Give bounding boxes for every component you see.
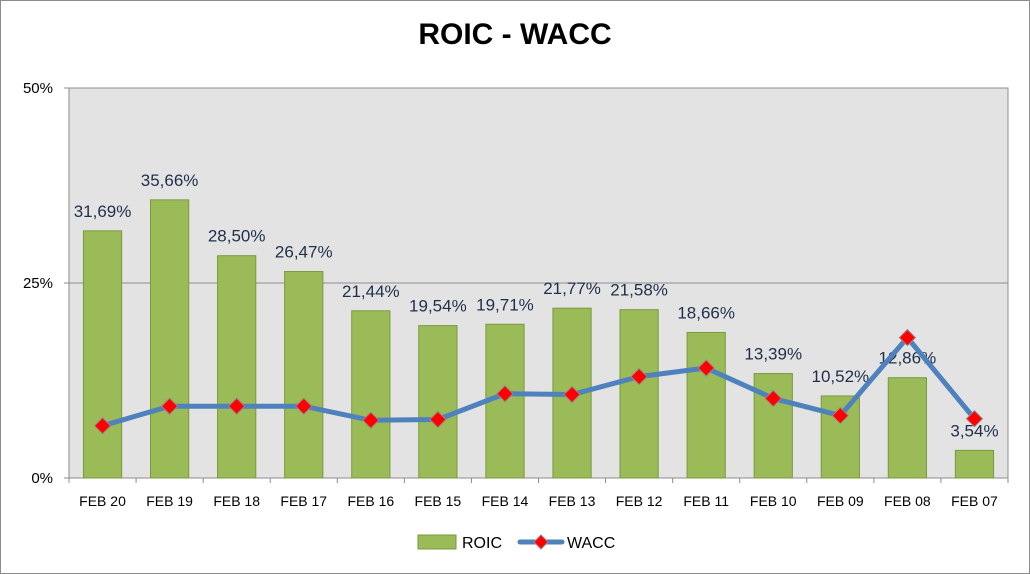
marker-wacc [160, 397, 179, 415]
marker-wacc [227, 397, 246, 415]
marker-wacc [429, 410, 447, 429]
y-tick-label: 50% [23, 80, 53, 97]
bar-roic [149, 199, 190, 479]
x-tick-label: FEB 17 [280, 493, 327, 509]
marker-wacc [697, 359, 715, 377]
x-tick-label: FEB 20 [79, 493, 126, 509]
x-tick-label: FEB 18 [213, 493, 260, 509]
marker-wacc [295, 397, 313, 415]
data-label-roic: 3,54% [950, 421, 998, 440]
x-tick-label: FEB 09 [817, 493, 864, 509]
x-tick-label: FEB 07 [951, 493, 998, 509]
legend-swatch-roic [417, 534, 457, 550]
data-label-roic: 21,77% [543, 279, 601, 298]
y-tick-label: 0% [31, 470, 53, 487]
legend-label-roic: ROIC [462, 535, 502, 552]
bar-roic [351, 310, 391, 479]
chart-title: ROIC - WACC [418, 18, 612, 51]
marker-wacc [563, 385, 581, 404]
data-label-roic: 21,44% [342, 282, 400, 301]
y-tick-label: 25% [23, 275, 53, 292]
data-label-roic: 35,66% [141, 171, 199, 190]
marker-wacc [362, 411, 380, 429]
x-tick-label: FEB 11 [683, 493, 729, 509]
marker-wacc [630, 367, 648, 386]
marker-wacc [93, 417, 112, 435]
line-wacc [100, 335, 977, 429]
data-label-roic: 28,50% [208, 227, 266, 246]
data-label-roic: 26,47% [275, 243, 333, 262]
marker-wacc [965, 410, 984, 428]
data-label-roic: 10,52% [811, 367, 869, 386]
x-tick-label: FEB 16 [347, 493, 394, 509]
x-tick-label: FEB 13 [549, 493, 596, 509]
x-tick-label: FEB 14 [482, 493, 529, 509]
bar-roic [954, 449, 995, 479]
data-label-roic: 19,54% [409, 297, 467, 316]
data-label-roic: 31,69% [74, 202, 132, 221]
x-tick-label: FEB 10 [750, 493, 797, 509]
x-tick-label: FEB 15 [415, 493, 462, 509]
data-label-roic: 19,71% [476, 295, 534, 314]
marker-wacc [764, 389, 782, 408]
x-tick-label: FEB 08 [884, 493, 931, 509]
x-tick-label: FEB 19 [146, 493, 193, 509]
marker-wacc [496, 385, 514, 403]
bar-roic [418, 325, 458, 479]
x-tick-label: FEB 12 [616, 493, 663, 509]
bar-roic [686, 331, 726, 479]
data-label-roic: 21,58% [610, 281, 668, 300]
bar-roic [753, 373, 793, 479]
data-label-roic: 13,39% [744, 345, 802, 364]
legend-label-wacc: WACC [567, 535, 615, 552]
bar-roic [887, 377, 928, 479]
marker-wacc [831, 406, 850, 425]
bar-roic [619, 309, 659, 479]
bar-roic [217, 255, 257, 479]
legend-swatch-wacc-marker [533, 534, 549, 550]
marker-wacc [898, 328, 917, 347]
bar-roic [82, 230, 123, 479]
bar-roic [284, 271, 324, 479]
data-label-roic: 18,66% [677, 303, 735, 322]
